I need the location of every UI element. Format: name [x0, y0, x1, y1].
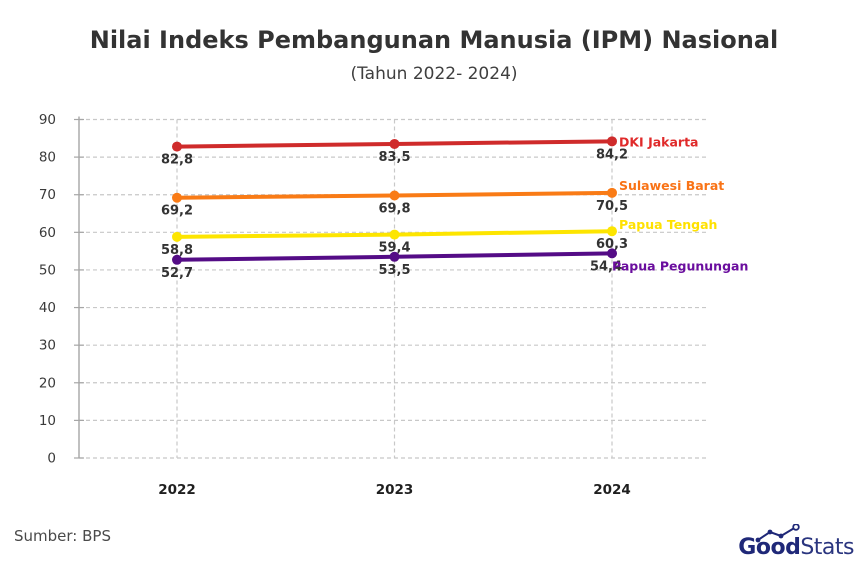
data-point-papua-tengah — [172, 231, 182, 242]
series-legend-label-papua-pegunungan: Papua Pegunungan — [612, 258, 748, 273]
y-tick-label: 20 — [39, 375, 56, 391]
chart-subtitle: (Tahun 2022- 2024) — [350, 64, 518, 84]
y-tick-label: 40 — [39, 300, 56, 316]
y-tick-label: 50 — [39, 262, 56, 278]
y-tick-label: 70 — [39, 187, 56, 203]
y-tick-label: 80 — [39, 150, 56, 166]
data-point-sulawesi-barat — [607, 187, 617, 198]
data-point-sulawesi-barat — [172, 192, 182, 203]
x-tick-label: 2024 — [593, 482, 631, 498]
point-label-papua-pegunungan: 54,4 — [590, 259, 622, 274]
point-label-sulawesi-barat: 69,2 — [161, 204, 193, 219]
x-tick-label: 2023 — [376, 482, 414, 498]
x-tick-label: 2022 — [158, 482, 196, 498]
y-tick-label: 90 — [39, 112, 56, 128]
point-label-dki-jakarta: 84,2 — [596, 147, 628, 162]
point-label-papua-tengah: 60,3 — [596, 237, 628, 252]
data-point-papua-tengah — [607, 226, 617, 237]
chart-title: Nilai Indeks Pembangunan Manusia (IPM) N… — [89, 26, 779, 54]
point-label-dki-jakarta: 83,5 — [378, 150, 410, 165]
logo-text-light: Stats — [800, 535, 854, 560]
data-point-dki-jakarta — [607, 136, 617, 147]
series-legend-label-papua-tengah: Papua Tengah — [619, 217, 717, 232]
series-legend-label-dki-jakarta: DKI Jakarta — [619, 134, 698, 149]
source-label: Sumber: BPS — [14, 527, 111, 545]
y-tick-label: 30 — [39, 338, 56, 354]
data-point-papua-pegunungan — [172, 254, 182, 265]
point-label-papua-tengah: 58,8 — [161, 243, 193, 258]
point-label-sulawesi-barat: 69,8 — [378, 201, 410, 216]
point-label-papua-pegunungan: 53,5 — [378, 263, 410, 278]
y-tick-label: 10 — [39, 413, 56, 429]
goodstats-wordmark: GoodStats — [738, 524, 854, 560]
data-point-dki-jakarta — [172, 141, 182, 152]
data-point-papua-pegunungan — [607, 248, 617, 259]
logo-sparkline-icon — [755, 524, 800, 543]
point-label-papua-pegunungan: 52,7 — [161, 266, 193, 281]
y-tick-label: 60 — [39, 225, 56, 241]
y-tick-label: 0 — [47, 451, 56, 467]
data-point-papua-tengah — [389, 229, 400, 240]
logo-text-bold: Good — [738, 535, 801, 560]
data-point-sulawesi-barat — [389, 190, 400, 201]
data-point-papua-pegunungan — [389, 251, 400, 262]
goodstats-logo: GoodStats — [738, 519, 854, 559]
series-legend-label-sulawesi-barat: Sulawesi Barat — [619, 178, 724, 193]
data-point-dki-jakarta — [389, 138, 400, 149]
point-label-papua-tengah: 59,4 — [378, 241, 410, 256]
point-label-sulawesi-barat: 70,5 — [596, 199, 628, 214]
point-label-dki-jakarta: 82,8 — [161, 153, 193, 168]
